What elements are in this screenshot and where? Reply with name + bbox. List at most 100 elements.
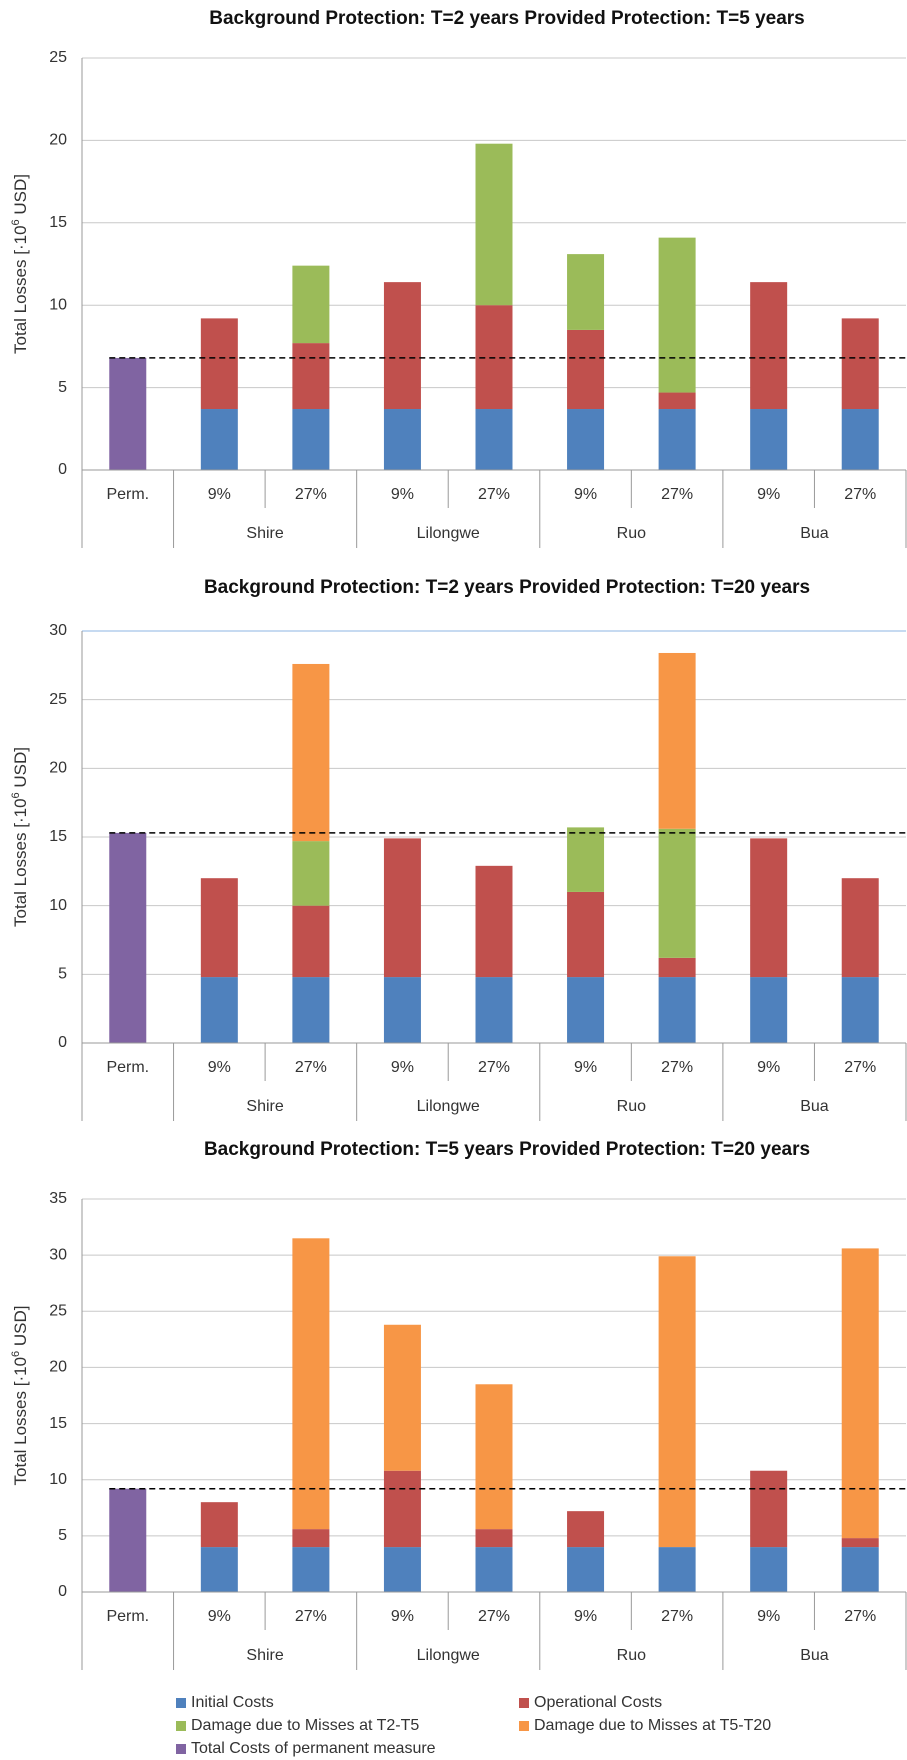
bar-segment xyxy=(200,1502,238,1548)
y-tick-label: 10 xyxy=(49,1471,67,1488)
bar-segment xyxy=(567,254,605,330)
chart-title: Background Protection: T=2 years Provide… xyxy=(209,8,805,29)
y-axis-label: Total Losses [·106 USD] xyxy=(10,1306,31,1486)
legend-label: Damage due to Misses at T2-T5 xyxy=(191,1717,419,1734)
bar-segment xyxy=(750,409,788,470)
bar-segment xyxy=(292,841,330,906)
y-tick-label: 30 xyxy=(49,622,67,639)
bar-segment xyxy=(383,838,421,978)
x-tick-label: 27% xyxy=(844,1608,876,1625)
x-tick-label: 27% xyxy=(844,486,876,503)
bar-segment xyxy=(750,977,788,1043)
y-axis-label-part: Total Losses [·10 xyxy=(11,1357,30,1486)
bar-segment xyxy=(109,357,147,470)
bar-segment xyxy=(292,977,330,1043)
bar-segment xyxy=(567,1547,605,1592)
bar-segment xyxy=(658,957,696,978)
bar-segment xyxy=(658,1547,696,1592)
bar-segment xyxy=(841,1547,879,1592)
y-axis-label-part: USD] xyxy=(11,174,30,219)
group-label: Bua xyxy=(800,1098,829,1115)
bar-segment xyxy=(567,409,605,470)
x-tick-label: 27% xyxy=(295,486,327,503)
y-axis-label-part: Total Losses [·10 xyxy=(11,798,30,927)
legend-label: Operational Costs xyxy=(534,1694,662,1711)
bar-segment xyxy=(475,305,513,410)
y-axis-label-part: Total Losses [·10 xyxy=(11,225,30,354)
legend-swatch xyxy=(519,1721,529,1731)
chart-title: Background Protection: T=5 years Provide… xyxy=(204,1139,810,1160)
bar-segment xyxy=(841,409,879,470)
group-label: Lilongwe xyxy=(417,1098,480,1115)
bar-segment xyxy=(658,237,696,393)
x-tick-label: 9% xyxy=(574,1059,597,1076)
bar-segment xyxy=(292,663,330,842)
bar-segment xyxy=(200,318,238,410)
bar-segment xyxy=(841,1248,879,1539)
x-tick-label: 9% xyxy=(574,486,597,503)
group-label: Lilongwe xyxy=(417,525,480,542)
y-tick-label: 25 xyxy=(49,49,67,66)
x-tick-label: 9% xyxy=(391,1059,414,1076)
bar-segment xyxy=(841,1538,879,1548)
y-tick-label: 0 xyxy=(58,1034,67,1051)
x-tick-label: 27% xyxy=(478,1059,510,1076)
y-tick-label: 5 xyxy=(58,1527,67,1544)
y-tick-label: 15 xyxy=(49,828,67,845)
group-label: Ruo xyxy=(617,525,646,542)
legend-swatch xyxy=(519,1698,529,1708)
bar-segment xyxy=(750,1547,788,1592)
bar-segment xyxy=(383,409,421,470)
bar-segment xyxy=(658,392,696,410)
bar-segment xyxy=(750,282,788,410)
x-tick-label: 27% xyxy=(478,486,510,503)
bar-segment xyxy=(383,1547,421,1592)
y-axis-label-part: 6 xyxy=(10,219,22,225)
bar-segment xyxy=(841,318,879,410)
bar-segment xyxy=(567,891,605,978)
bar-segment xyxy=(383,1470,421,1548)
bar-segment xyxy=(475,1529,513,1548)
bar-segment xyxy=(200,878,238,978)
x-tick-label: 9% xyxy=(391,486,414,503)
y-tick-label: 20 xyxy=(49,760,67,777)
legend-swatch xyxy=(176,1744,186,1754)
bar-segment xyxy=(567,977,605,1043)
x-tick-label: 9% xyxy=(757,1608,780,1625)
bar-segment xyxy=(292,1547,330,1592)
bar-segment xyxy=(200,409,238,470)
y-tick-label: 25 xyxy=(49,691,67,708)
y-axis-label-part: 6 xyxy=(10,1351,22,1357)
bar-segment xyxy=(292,343,330,410)
bar-segment xyxy=(292,409,330,470)
y-tick-label: 10 xyxy=(49,296,67,313)
x-tick-label: 27% xyxy=(295,1608,327,1625)
y-tick-label: 25 xyxy=(49,1303,67,1320)
bar-segment xyxy=(475,977,513,1043)
bar-segment xyxy=(292,1529,330,1548)
group-label: Shire xyxy=(246,1098,283,1115)
bar-segment xyxy=(658,828,696,958)
bar-segment xyxy=(841,977,879,1043)
y-tick-label: 10 xyxy=(49,897,67,914)
legend-label: Damage due to Misses at T5-T20 xyxy=(534,1717,771,1734)
legend-swatch xyxy=(176,1698,186,1708)
bar-segment xyxy=(567,329,605,410)
bar-segment xyxy=(658,409,696,470)
bar-segment xyxy=(475,409,513,470)
chart-title: Background Protection: T=2 years Provide… xyxy=(204,577,810,598)
group-label: Shire xyxy=(246,1647,283,1664)
y-tick-label: 0 xyxy=(58,461,67,478)
bar-segment xyxy=(658,977,696,1043)
group-label: Shire xyxy=(246,525,283,542)
y-tick-label: 35 xyxy=(49,1190,67,1207)
bar-segment xyxy=(475,1547,513,1592)
bar-segment xyxy=(200,977,238,1043)
group-label: Ruo xyxy=(617,1647,646,1664)
legend-label: Total Costs of permanent measure xyxy=(191,1740,436,1757)
legend-label: Initial Costs xyxy=(191,1694,274,1711)
legend-swatch xyxy=(176,1721,186,1731)
x-tick-label: 9% xyxy=(757,486,780,503)
x-tick-label: 9% xyxy=(391,1608,414,1625)
